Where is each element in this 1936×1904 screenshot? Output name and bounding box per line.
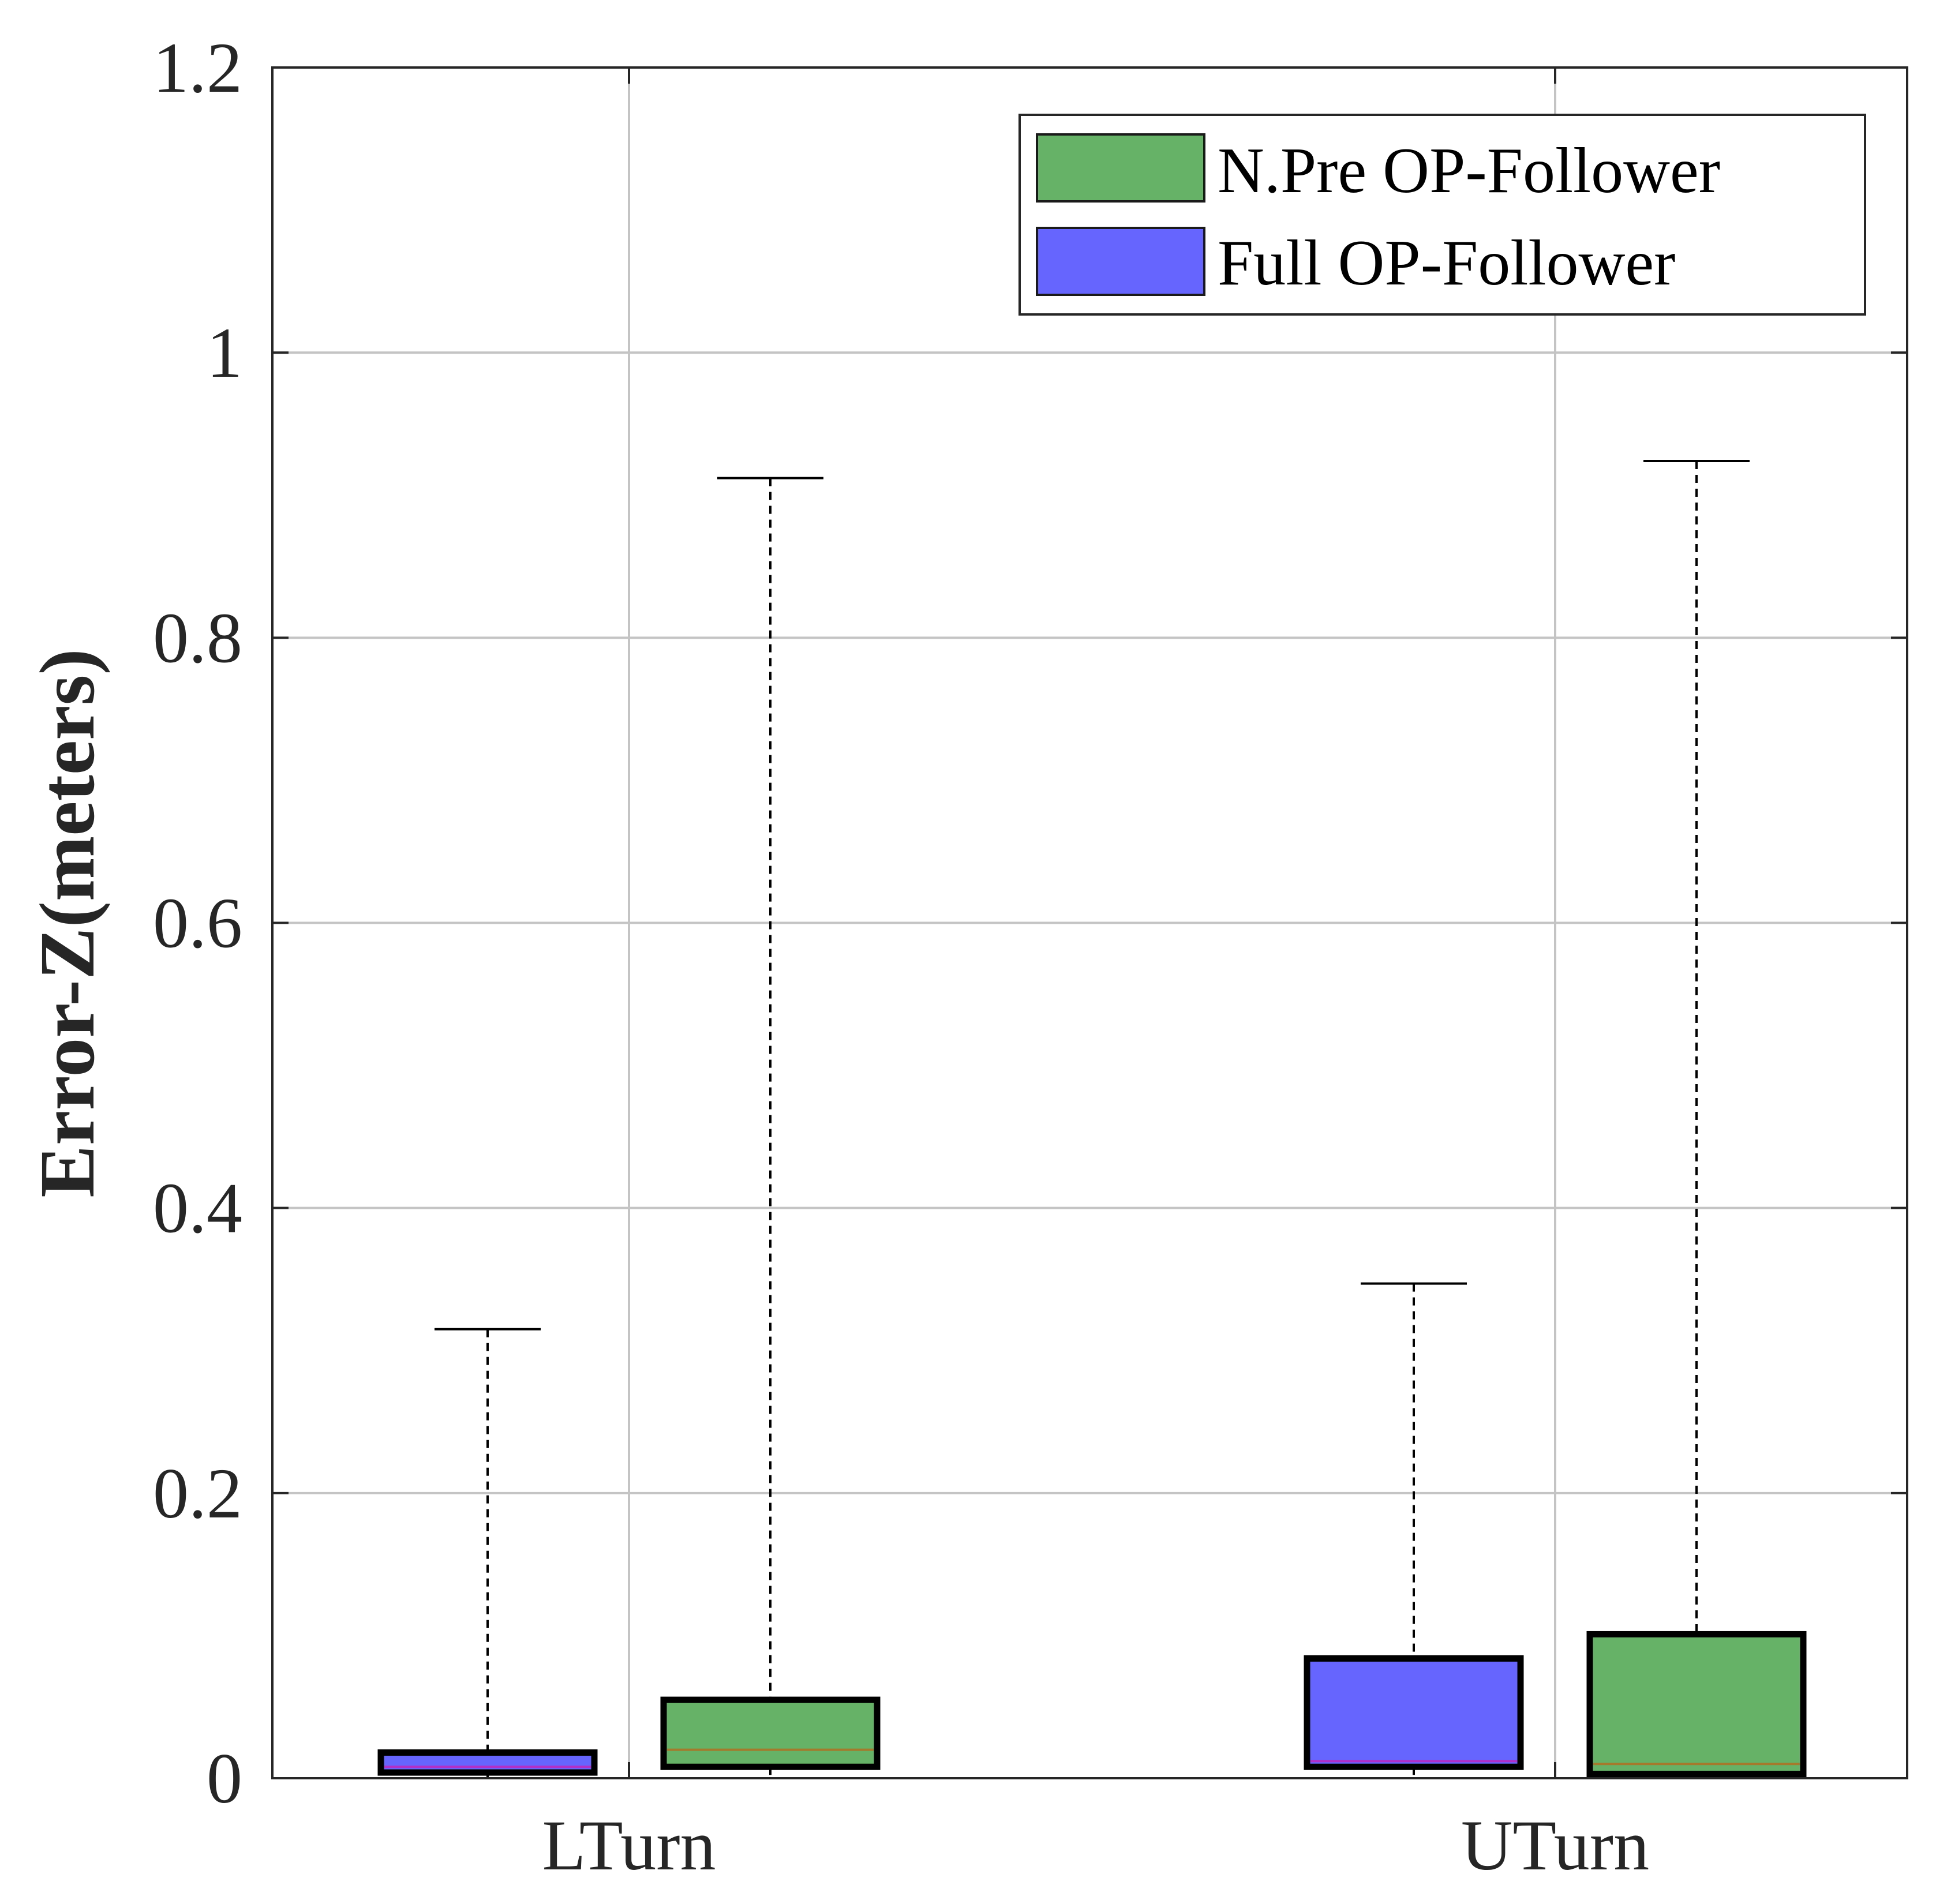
y-tick-label: 0.8 (153, 598, 242, 677)
legend-label-npre: N.Pre OP-Follower (1218, 135, 1720, 207)
y-tick-label: 0 (207, 1739, 242, 1818)
y-tick-labels: 0 0.2 0.4 0.6 0.8 1 1.2 (153, 28, 242, 1818)
legend: N.Pre OP-Follower Full OP-Follower (1018, 114, 1866, 316)
y-tick-label: 1.2 (153, 28, 242, 107)
x-tick-label: LTurn (542, 1806, 716, 1885)
axis-ticks (272, 66, 1907, 1779)
box-body (660, 1696, 881, 1770)
y-tick-label: 0.4 (153, 1169, 242, 1248)
y-tick-label: 1 (207, 313, 242, 392)
legend-swatch-full (1036, 227, 1205, 296)
legend-swatch-npre (1036, 133, 1205, 203)
box-n-pre-op-follower-uturn (1586, 459, 1807, 1779)
box-n-pre-op-follower-lturn (660, 477, 881, 1779)
box-body (1586, 1631, 1807, 1778)
box-body (1304, 1655, 1524, 1770)
y-axis-title: Error-Z(meters) (24, 649, 111, 1197)
box-body (377, 1749, 598, 1776)
legend-label-full: Full OP-Follower (1218, 227, 1675, 299)
x-tick-labels: LTurn UTurn (542, 1806, 1649, 1885)
y-tick-label: 0.6 (153, 884, 242, 963)
grid-lines (272, 68, 1907, 1778)
x-tick-label: UTurn (1461, 1806, 1649, 1885)
y-tick-label: 0.2 (153, 1454, 242, 1533)
